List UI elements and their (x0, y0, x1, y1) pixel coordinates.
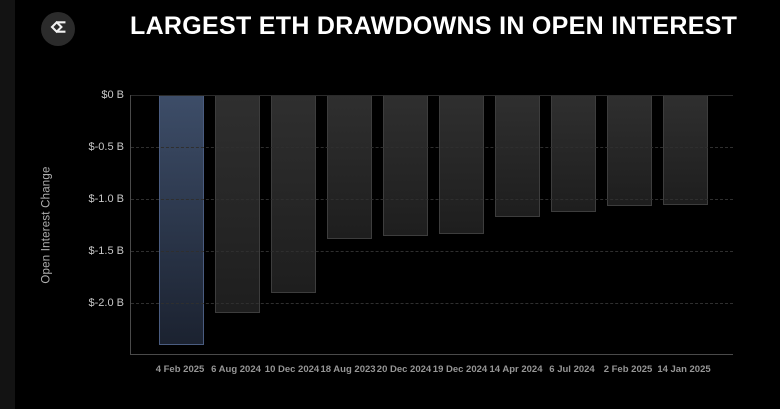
y-tick-label: $-1.5 B (88, 245, 124, 257)
plot-area (130, 95, 733, 355)
x-tick-label: 6 Jul 2024 (549, 364, 595, 375)
gridline (131, 199, 733, 200)
gridline (131, 95, 733, 96)
gridline (131, 303, 733, 304)
x-tick-label: 2 Feb 2025 (603, 364, 653, 375)
bar-14-apr-2024[interactable] (494, 95, 540, 217)
bar-slot (321, 95, 377, 355)
bar-19-dec-2024[interactable] (438, 95, 484, 235)
bar-slot (657, 95, 713, 355)
bar-slot (545, 95, 601, 355)
bar-slot (209, 95, 265, 355)
bar-slot (153, 95, 209, 355)
bar-slot (601, 95, 657, 355)
y-tick-label: $-2.0 B (88, 297, 124, 309)
logo-badge (41, 12, 75, 46)
x-tick-label: 18 Aug 2023 (320, 364, 376, 375)
y-tick-label: $-0.5 B (88, 141, 124, 153)
x-tick-label: 20 Dec 2024 (376, 364, 432, 375)
bar-18-aug-2023[interactable] (326, 95, 372, 239)
x-tick-labels: 4 Feb 2025 6 Aug 2024 10 Dec 2024 18 Aug 20… (152, 364, 712, 375)
x-tick-label: 19 Dec 2024 (432, 364, 488, 375)
x-tick-label: 4 Feb 2025 (155, 364, 205, 375)
gridline (131, 251, 733, 252)
page-title: LARGEST ETH DRAWDOWNS IN OPEN INTEREST (130, 12, 738, 40)
left-edge-strip (0, 0, 15, 409)
x-tick-label: 14 Jan 2025 (657, 364, 711, 375)
x-tick-label: 6 Aug 2024 (211, 364, 261, 375)
bar-2-feb-2025[interactable] (606, 95, 652, 207)
bar-6-aug-2024[interactable] (214, 95, 260, 314)
bar-slot (489, 95, 545, 355)
bar-4-feb-2025[interactable] (158, 95, 204, 345)
sigma-diamond-logo-icon (46, 15, 70, 44)
bar-slot (265, 95, 321, 355)
y-tick-label: $0 B (101, 89, 124, 101)
y-tick-labels: $0 B $-0.5 B $-1.0 B $-1.5 B $-2.0 B (0, 89, 124, 355)
bar-10-dec-2024[interactable] (270, 95, 316, 293)
bars-container (153, 95, 713, 355)
x-tick-label: 14 Apr 2024 (489, 364, 543, 375)
bar-slot (377, 95, 433, 355)
bar-slot (433, 95, 489, 355)
gridline (131, 147, 733, 148)
bar-20-dec-2024[interactable] (382, 95, 428, 237)
bar-6-jul-2024[interactable] (550, 95, 596, 212)
bar-14-jan-2025[interactable] (662, 95, 708, 206)
y-tick-label: $-1.0 B (88, 193, 124, 205)
x-tick-label: 10 Dec 2024 (264, 364, 320, 375)
